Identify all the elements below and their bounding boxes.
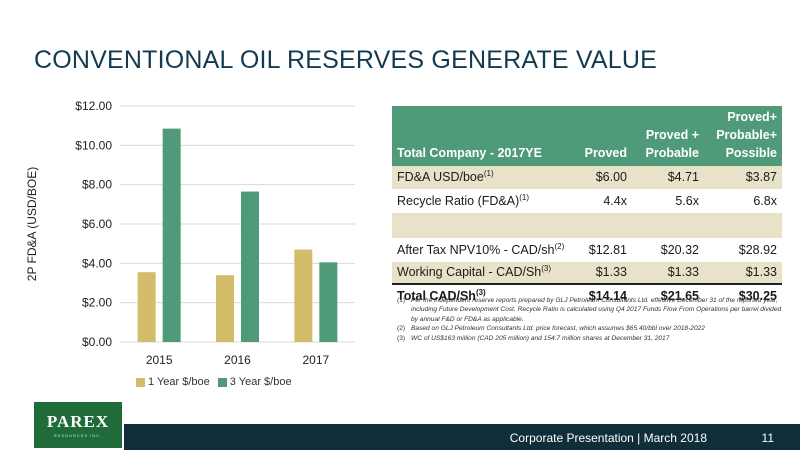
cell-proved-probable: $4.71 (632, 166, 704, 190)
footnote-2: (2) Based on GLJ Petroleum Consultants L… (397, 325, 705, 333)
table-row: FD&A USD/boe(1) $6.00 $4.71 $3.87 (392, 166, 782, 190)
total-proved-probable: $21.65 (632, 283, 704, 307)
y-tick-label: $10.00 (75, 138, 112, 152)
header-col3-line2: Probable+ (716, 128, 777, 142)
cell-proved-probable-possible: $28.92 (704, 238, 782, 262)
cell-proved-probable-possible: 6.8x (704, 189, 782, 213)
header-col3-line3: Possible (725, 146, 777, 160)
legend-item-1yr: 1 Year $/boe (136, 376, 210, 388)
cell-proved-probable: 5.6x (632, 189, 704, 213)
table-row: Working Capital - CAD/Sh(3) $1.33 $1.33 … (392, 261, 782, 285)
bar-2015-series-1 (137, 272, 156, 342)
x-tick-label: 2017 (302, 353, 329, 367)
y-tick-label: $6.00 (82, 217, 112, 231)
bar-2016-series-1 (216, 275, 234, 342)
fda-bar-chart: $0.00 $2.00 $4.00 $6.00 $8.00 $10.00 $12.00 2P … (0, 90, 380, 400)
logo-subtext: RESOURCES INC. (53, 433, 103, 438)
page-number: 11 (761, 431, 774, 445)
header-proved-probable-possible: Proved+ Probable+ Possible (704, 106, 782, 166)
row-label: After Tax NPV10% - CAD/sh(2) (392, 238, 570, 262)
bar-2017-series-1 (294, 249, 313, 342)
spacer-cell (392, 212, 782, 239)
header-col2-line2: Probable (645, 146, 700, 160)
legend-swatch-1yr (136, 377, 145, 387)
table-total-row: Total CAD/Sh(3) $14.14 $21.65 $30.25 (392, 283, 782, 307)
legend-item-3yr: 3 Year $/boe (217, 376, 292, 388)
total-label: Total CAD/Sh(3) (392, 283, 570, 307)
cell-proved-probable: $1.33 (632, 261, 704, 285)
parex-logo: PAREX RESOURCES INC. (34, 402, 122, 448)
cell-proved-probable-possible: $1.33 (704, 261, 782, 285)
legend-label-3yr: 3 Year $/boe (229, 376, 292, 388)
header-col3-line1: Proved+ (727, 110, 777, 124)
chart-legend: 1 Year $/boe 3 Year $/boe (136, 376, 292, 388)
footnotes: (1) Per the independent reserve reports … (397, 296, 782, 343)
header-proved: Proved (570, 106, 632, 166)
footnote-1: (1) Per the independent reserve reports … (397, 297, 782, 323)
x-tick-label: 2016 (224, 353, 251, 367)
x-tick-label: 2015 (146, 353, 173, 367)
reserves-table: Total Company - 2017YE Proved Proved + P… (392, 106, 782, 307)
legend-swatch-3yr (217, 377, 227, 387)
header-proved-probable: Proved + Probable (632, 106, 704, 166)
bar-2016-series-2 (241, 191, 259, 342)
total-proved: $14.14 (570, 283, 632, 307)
y-tick-label: $4.00 (82, 256, 112, 270)
header-col2-line1: Proved + (645, 128, 699, 142)
header-company: Total Company - 2017YE (392, 106, 570, 166)
total-proved-probable-possible: $30.25 (704, 283, 782, 307)
bar-2017-series-2 (319, 262, 338, 342)
chart-svg: $0.00 $2.00 $4.00 $6.00 $8.00 $10.00 $12.00 2P … (25, 99, 355, 367)
row-label: Recycle Ratio (FD&A)(1) (392, 189, 570, 213)
row-label: Working Capital - CAD/Sh(3) (392, 261, 570, 285)
table-row: After Tax NPV10% - CAD/sh(2) $12.81 $20.… (392, 238, 782, 262)
y-tick-label: $0.00 (82, 335, 112, 349)
footer-title: Corporate Presentation | March 2018 (509, 431, 707, 445)
y-axis-label: 2P FD&A (USD/BOE) (25, 167, 39, 281)
row-label: FD&A USD/boe(1) (392, 166, 570, 190)
footer-bar: Corporate Presentation | March 2018 11 (124, 424, 800, 450)
cell-proved: $12.81 (570, 238, 632, 262)
legend-label-1yr: 1 Year $/boe (148, 376, 210, 388)
table-spacer-row (392, 212, 782, 239)
table-header-row: Total Company - 2017YE Proved Proved + P… (392, 106, 782, 166)
table-row: Recycle Ratio (FD&A)(1) 4.4x 5.6x 6.8x (392, 189, 782, 213)
footnote-3: (3) WC of US$163 million (CAD 205 millio… (397, 334, 670, 342)
cell-proved-probable-possible: $3.87 (704, 166, 782, 190)
y-tick-label: $12.00 (75, 99, 112, 113)
cell-proved: 4.4x (570, 189, 632, 213)
cell-proved-probable: $20.32 (632, 238, 704, 262)
logo-wordmark: PAREX (46, 412, 110, 431)
y-tick-label: $2.00 (82, 296, 112, 310)
y-tick-label: $8.00 (82, 178, 112, 192)
slide-title: CONVENTIONAL OIL RESERVES GENERATE VALUE (34, 46, 657, 74)
cell-proved: $6.00 (570, 166, 632, 190)
bar-2015-series-2 (162, 128, 181, 342)
cell-proved: $1.33 (570, 261, 632, 285)
